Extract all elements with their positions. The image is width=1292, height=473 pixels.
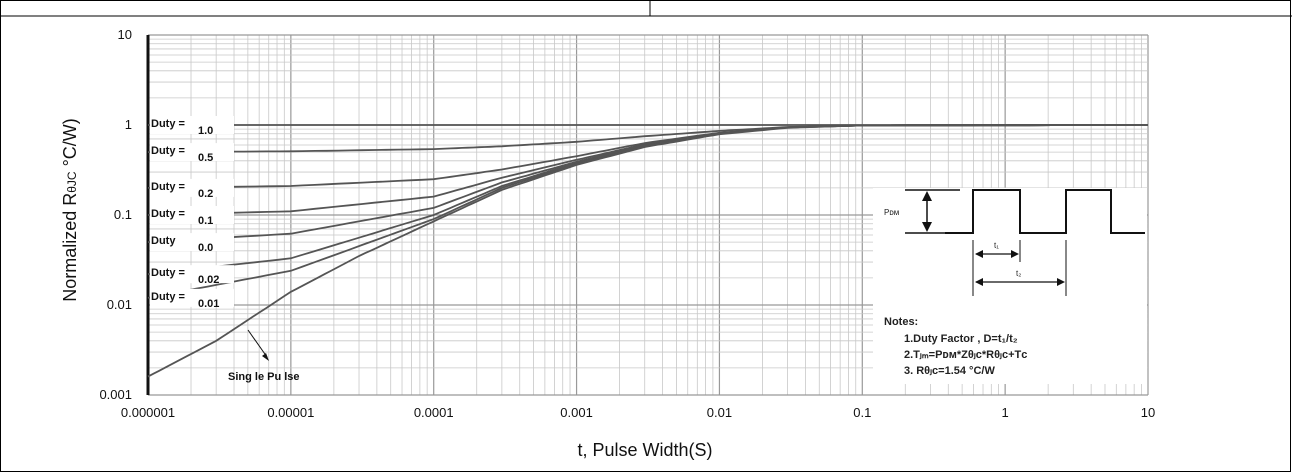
series-label-bg xyxy=(150,143,234,162)
series-label-duty: Duty = xyxy=(151,118,185,130)
series-labels: Duty = 1.0 Duty = 0.5 Duty = 0.2 Duty = 0.1 Duty… xyxy=(150,116,300,383)
series-label-duty: Duty = xyxy=(151,145,185,157)
series-line xyxy=(147,124,1148,378)
inset-t1-label: t₁ xyxy=(994,241,999,250)
y-axis-title-sub: θJC xyxy=(65,171,79,193)
series-label-bg xyxy=(150,206,234,224)
series-label-value: 0.5 xyxy=(198,152,213,164)
inset-note-3: 3. Rθⱼᴄ=1.54 °C/W xyxy=(904,365,995,377)
single-pulse-pointer xyxy=(247,329,269,361)
inset-t2-arrowhead-left xyxy=(975,278,983,286)
inset-note-2: 2.Tⱼₘ=Pᴅᴍ*Zθⱼᴄ*Rθⱼᴄ+Tᴄ xyxy=(904,349,1027,361)
series-label-value: 0.01 xyxy=(198,298,219,310)
series-label-duty: Duty = xyxy=(151,181,185,193)
series-label-value: 0.2 xyxy=(198,188,213,200)
inset-t1-arrowhead-right xyxy=(1011,250,1019,258)
series-label-duty: Duty = xyxy=(151,267,185,279)
y-tick-label: 0.01 xyxy=(107,297,132,312)
series-label-value: 1.0 xyxy=(198,125,213,137)
inset-t2-arrowhead-right xyxy=(1057,278,1065,286)
x-axis-title: t, Pulse Width(S) xyxy=(577,440,712,460)
tick-labels: 0.000001 0.00001 0.0001 0.001 0.01 0.1 1 10 10 1 0… xyxy=(99,27,1155,420)
single-pulse-arrowhead xyxy=(262,353,269,361)
x-tick-label: 1 xyxy=(1002,405,1009,420)
series-label-duty: Duty xyxy=(151,235,176,247)
y-axis-title: Normalized RθJC °C/W) xyxy=(60,118,80,302)
inset: Pᴅᴍ t₁ t₂ Notes: 1.Duty Factor , D=t₁/t₂… xyxy=(873,188,1147,384)
x-tick-label: 0.01 xyxy=(707,405,732,420)
x-tick-label: 0.001 xyxy=(560,405,593,420)
x-tick-label: 0.1 xyxy=(853,405,871,420)
series-label-bg xyxy=(150,288,234,307)
series-label-bg xyxy=(150,178,234,197)
inset-notes-title: Notes: xyxy=(884,316,918,328)
inset-t1-arrowhead-left xyxy=(975,250,983,258)
series-label-bg xyxy=(150,116,234,134)
plot-series xyxy=(147,124,1148,378)
inset-waveform xyxy=(945,189,1145,234)
x-tick-label: 0.000001 xyxy=(121,405,175,420)
y-axis-title-main: Normalized R xyxy=(60,193,80,302)
inset-pdm-arrowhead-up xyxy=(922,191,932,201)
series-label-bg xyxy=(150,265,234,284)
inset-note-1: 1.Duty Factor , D=t₁/t₂ xyxy=(904,333,1018,345)
series-label-value: 0.1 xyxy=(198,215,213,227)
x-tick-label: 0.0001 xyxy=(414,405,454,420)
single-pulse-arrow-line xyxy=(247,329,268,358)
x-tick-label: 0.00001 xyxy=(267,405,314,420)
series-label-value: 0.02 xyxy=(198,274,219,286)
x-tick-label: 10 xyxy=(1141,405,1155,420)
y-tick-label: 0.1 xyxy=(114,207,132,222)
y-tick-label: 0.001 xyxy=(99,387,132,402)
series-label-duty: Duty = xyxy=(151,291,185,303)
series-label-duty: Duty = xyxy=(151,208,185,220)
series-label-single-pulse: Sing le Pu lse xyxy=(228,371,300,383)
inset-pdm-label: Pᴅᴍ xyxy=(884,208,899,217)
inset-t2-label: t₂ xyxy=(1016,269,1021,278)
inset-background xyxy=(873,188,1147,384)
series-label-bg xyxy=(150,233,234,252)
y-tick-label: 1 xyxy=(125,117,132,132)
series-label-value: 0.0 xyxy=(198,242,213,254)
y-tick-label: 10 xyxy=(118,27,132,42)
inset-pdm-arrowhead-down xyxy=(922,222,932,232)
y-axis-title-unit: °C/W) xyxy=(60,118,80,171)
